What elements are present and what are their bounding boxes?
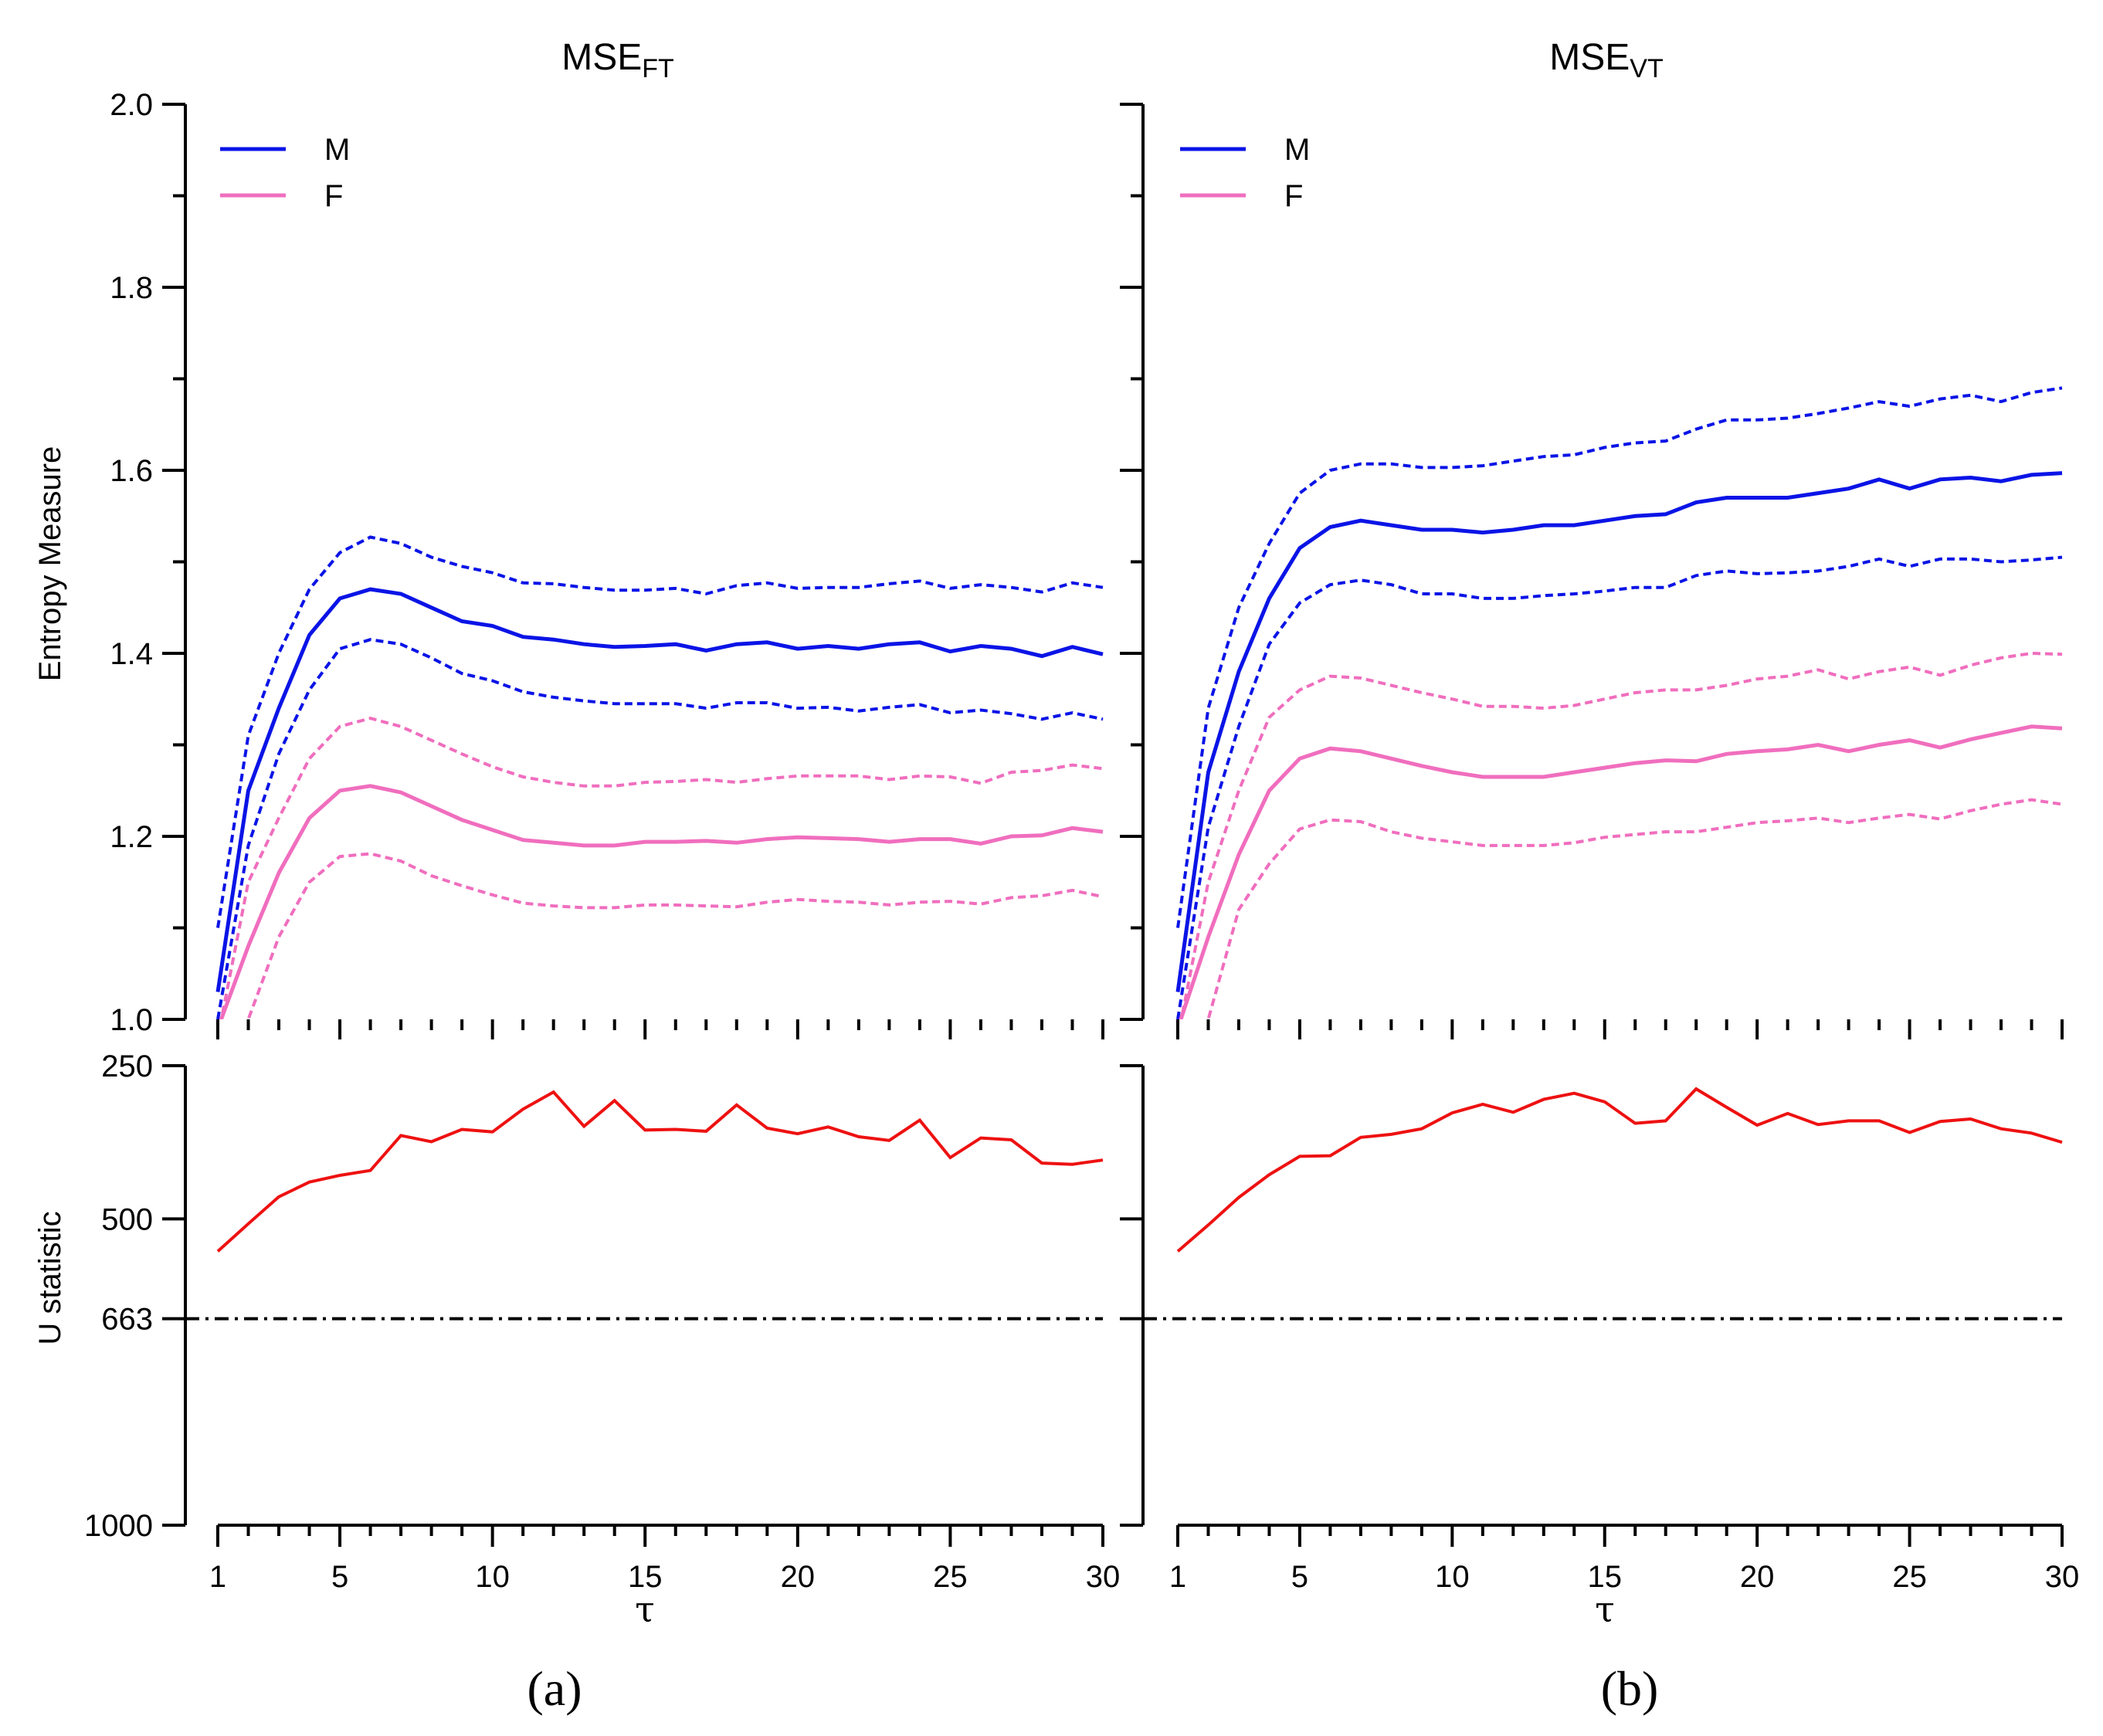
entropy-y-tick-label: 2.0 — [110, 88, 153, 122]
series-m-lower-line — [216, 638, 1104, 1019]
x-tick-label: 15 — [1588, 1560, 1623, 1594]
series-f-upper-line — [219, 717, 1104, 1019]
series-f-upper-line — [1179, 651, 2063, 1019]
legend-a: M F — [220, 133, 350, 213]
series-f-line — [219, 784, 1104, 1019]
x-tick-label: 1 — [1169, 1560, 1186, 1594]
legend-a-female-label: F — [324, 179, 343, 213]
title-b: MSEVT — [1549, 37, 1663, 83]
title-a: MSEFT — [561, 37, 674, 83]
series-m-upper-line — [1176, 386, 2063, 928]
series-m-lower-line — [1176, 555, 2063, 1019]
series-m-upper-line — [216, 535, 1104, 928]
legend-b: M F — [1180, 133, 1310, 213]
legend-b-female-label: F — [1284, 179, 1303, 213]
tau-label-a: τ — [635, 1589, 654, 1630]
x-tick-label: 30 — [2045, 1560, 2080, 1594]
entropy-y-tick-label: 1.0 — [110, 1003, 153, 1037]
entropy-y-tick-label: 1.2 — [110, 820, 153, 854]
x-tick-label: 5 — [1291, 1560, 1308, 1594]
x-tick-label: 30 — [1086, 1560, 1121, 1594]
entropy-axis-label: Entropy Measure — [33, 446, 67, 682]
u-statistic-line — [1176, 1087, 2063, 1253]
x-tick-label: 10 — [475, 1560, 510, 1594]
series-f-lower-line — [1205, 798, 2063, 1019]
ustat-axis-label: U statistic — [33, 1211, 67, 1344]
legend-b-male-label: M — [1284, 133, 1310, 167]
series-m-line — [215, 587, 1104, 992]
legend-a-male-label: M — [324, 133, 350, 167]
tau-label-b: τ — [1595, 1589, 1614, 1630]
x-tick-label: 10 — [1435, 1560, 1470, 1594]
entropy-y-tick-label: 1.8 — [110, 271, 153, 305]
ustat-y-tick-label: 1000 — [84, 1509, 153, 1543]
panel-label-b: (b) — [1601, 1661, 1659, 1716]
entropy-y-tick-label: 1.6 — [110, 454, 153, 488]
x-tick-label: 1 — [209, 1560, 226, 1594]
panel-b: 1 5 10 15 20 25 30 — [1120, 103, 2080, 1594]
entropy-y-tick-label: 1.4 — [110, 637, 153, 671]
series-f-lower-line — [245, 852, 1104, 1019]
series-m-line — [1175, 471, 2063, 992]
ustat-y-tick-label: 500 — [101, 1202, 153, 1236]
x-tick-label: 20 — [1740, 1560, 1775, 1594]
x-tick-label: 15 — [628, 1560, 663, 1594]
panel-label-a: (a) — [527, 1661, 582, 1716]
ustat-y-tick-label: 250 — [101, 1049, 153, 1083]
ustat-y-tick-label: 663 — [101, 1303, 153, 1337]
x-tick-label: 20 — [781, 1560, 816, 1594]
x-tick-label: 25 — [933, 1560, 968, 1594]
u-statistic-line — [216, 1090, 1104, 1253]
x-tick-label: 25 — [1892, 1560, 1927, 1594]
series-f-line — [1179, 724, 2063, 1019]
x-tick-label: 5 — [331, 1560, 348, 1594]
